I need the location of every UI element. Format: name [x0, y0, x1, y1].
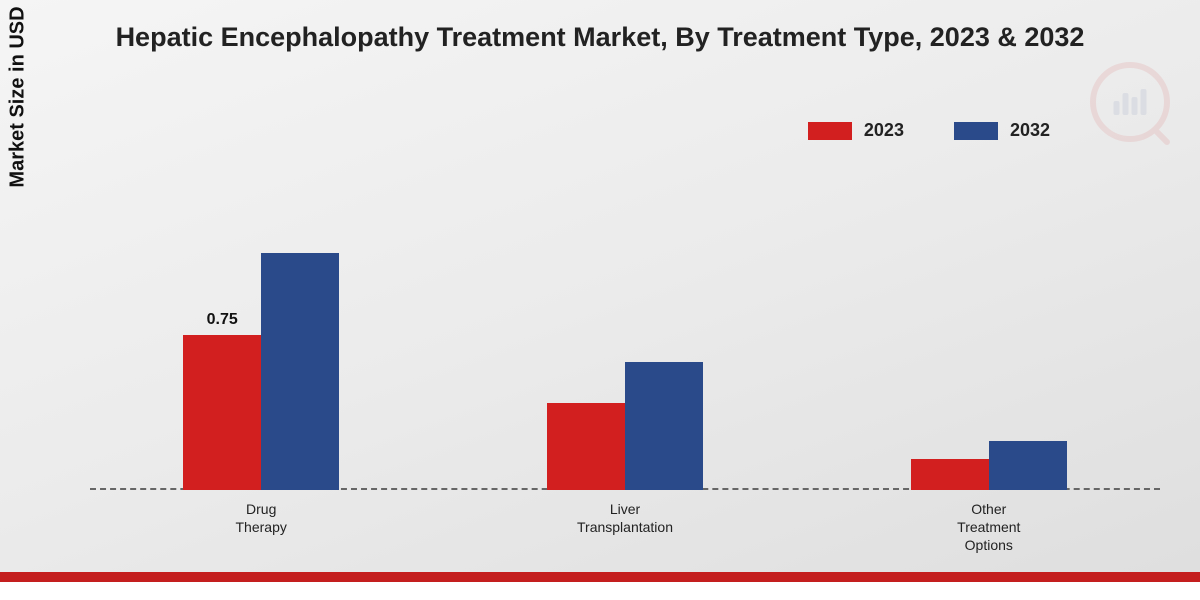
bar-value-2023-drug: 0.75 — [207, 311, 238, 329]
bar-group-liver — [547, 362, 703, 490]
bar-2023-drug: 0.75 — [183, 335, 261, 490]
y-axis-label: Market Size in USD Billion — [7, 0, 30, 188]
x-label-other: Other Treatment Options — [957, 500, 1020, 555]
chart-title: Hepatic Encephalopathy Treatment Market,… — [0, 22, 1200, 53]
legend-item-2023: 2023 — [808, 120, 904, 141]
legend: 2023 2032 — [808, 120, 1050, 141]
legend-swatch-2023 — [808, 122, 852, 140]
bar-2032-liver — [625, 362, 703, 490]
bottom-stripe — [0, 572, 1200, 582]
bottom-white-stripe — [0, 582, 1200, 600]
legend-label-2032: 2032 — [1010, 120, 1050, 141]
legend-swatch-2032 — [954, 122, 998, 140]
bar-2023-liver — [547, 403, 625, 490]
x-label-liver: Liver Transplantation — [577, 500, 673, 536]
x-label-drug: Drug Therapy — [236, 500, 287, 536]
x-axis-labels: Drug Therapy Liver Transplantation Other… — [90, 500, 1160, 560]
bar-2023-other — [911, 459, 989, 490]
legend-item-2032: 2032 — [954, 120, 1050, 141]
bar-group-drug-therapy: 0.75 — [183, 253, 339, 490]
bar-group-other — [911, 441, 1067, 491]
plot-area: 0.75 — [90, 160, 1160, 490]
legend-label-2023: 2023 — [864, 120, 904, 141]
bar-2032-other — [989, 441, 1067, 491]
bar-2032-drug — [261, 253, 339, 490]
watermark-logo — [1090, 62, 1170, 142]
chart-container: Hepatic Encephalopathy Treatment Market,… — [0, 0, 1200, 600]
